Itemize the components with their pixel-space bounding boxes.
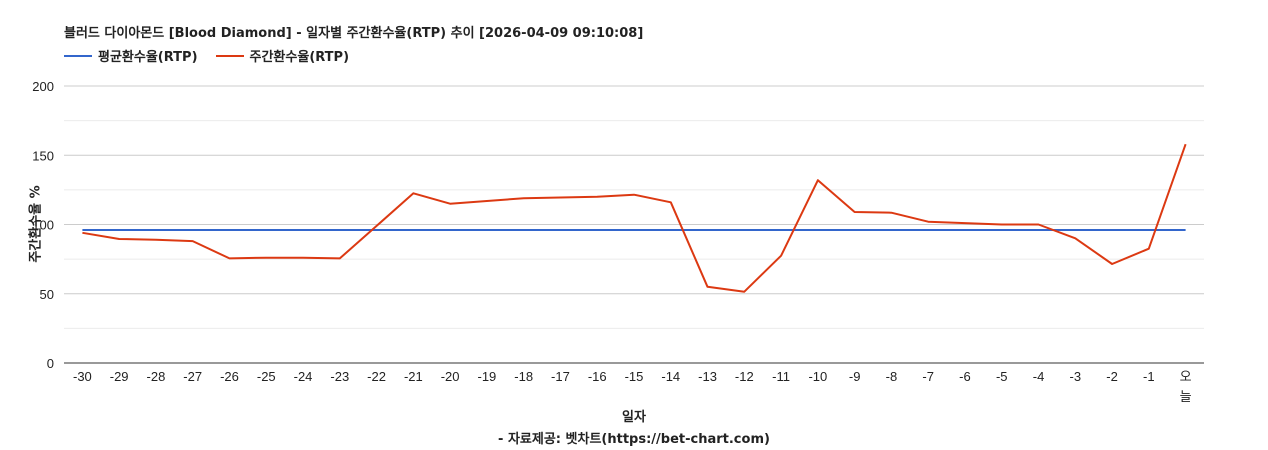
- x-tick-label: -24: [294, 369, 313, 384]
- x-tick-label: -25: [257, 369, 276, 384]
- x-tick-label: -2: [1106, 369, 1118, 384]
- y-tick-label: 50: [40, 287, 54, 302]
- x-tick-label: -30: [73, 369, 92, 384]
- x-tick-label: -13: [698, 369, 717, 384]
- weekly-rtp-line[interactable]: [82, 143, 1187, 293]
- x-tick-label: -28: [147, 369, 166, 384]
- x-tick-label: -17: [551, 369, 570, 384]
- x-tick-label: 오: [1180, 369, 1192, 384]
- x-tick-label: -16: [588, 369, 607, 384]
- legend-swatch-average: [64, 54, 92, 57]
- chart-title: 블러드 다이아몬드 [Blood Diamond] - 일자별 주간환수율(RT…: [64, 26, 644, 41]
- x-tick-label: -22: [367, 369, 386, 384]
- x-tick-label: 늘: [1180, 389, 1192, 404]
- x-tick-label: -18: [514, 369, 533, 384]
- x-tick-label: -26: [220, 369, 239, 384]
- x-axis-label: 일자: [622, 410, 646, 425]
- x-tick-label: -14: [661, 369, 680, 384]
- x-tick-label: -23: [330, 369, 349, 384]
- x-tick-label: -15: [625, 369, 644, 384]
- legend-label-average: 평균환수율(RTP): [98, 50, 198, 65]
- gridlines: [64, 85, 1204, 364]
- y-axis-ticks: 0 50 100 150 200: [32, 79, 54, 371]
- x-tick-label: -21: [404, 369, 423, 384]
- x-tick-label: -4: [1033, 369, 1045, 384]
- x-tick-label: -8: [886, 369, 898, 384]
- legend-item-weekly[interactable]: 주간환수율(RTP): [215, 46, 350, 65]
- legend: 평균환수율(RTP) 주간환수율(RTP): [64, 46, 349, 65]
- x-tick-label: -10: [808, 369, 827, 384]
- x-tick-label: -7: [922, 369, 934, 384]
- y-tick-label: 200: [32, 79, 54, 94]
- x-tick-label: -27: [183, 369, 202, 384]
- y-tick-label: 100: [32, 218, 54, 233]
- x-tick-label: -5: [996, 369, 1008, 384]
- legend-item-average[interactable]: 평균환수율(RTP): [64, 46, 198, 65]
- x-tick-label: -29: [110, 369, 129, 384]
- y-tick-label: 150: [32, 148, 54, 163]
- x-tick-label: -20: [441, 369, 460, 384]
- x-tick-label: -3: [1070, 369, 1082, 384]
- source-credit: - 자료제공: 벳차트(https://bet-chart.com): [498, 432, 770, 447]
- x-tick-label: -12: [735, 369, 754, 384]
- y-tick-label: 0: [47, 356, 54, 371]
- series-lines: [82, 143, 1187, 293]
- x-tick-label: -9: [849, 369, 861, 384]
- x-tick-label: -19: [478, 369, 497, 384]
- x-axis-ticks: -30 -29 -28 -27 -26 -25 -24 -23 -22 -21 -20 -19 -18 -…: [73, 369, 1192, 404]
- legend-label-weekly: 주간환수율(RTP): [249, 50, 350, 65]
- legend-swatch-weekly: [215, 54, 244, 57]
- x-tick-label: -6: [959, 369, 971, 384]
- x-tick-label: -1: [1143, 369, 1155, 384]
- x-tick-label: -11: [772, 369, 790, 384]
